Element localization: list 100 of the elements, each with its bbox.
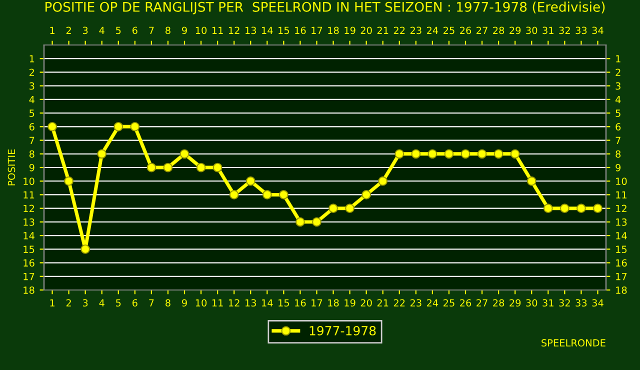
x-tick-label: 34 [592, 299, 604, 307]
y2-tick-label: 1 [616, 55, 620, 62]
x2-tick-label: 30 [526, 26, 538, 34]
x-tick-label: 7 [149, 299, 154, 306]
y-tick-label: 10 [24, 178, 34, 185]
y2-tick-label: 15 [616, 246, 627, 253]
x2-tick-label: 1 [50, 26, 54, 34]
x2-tick-label: 28 [493, 26, 504, 34]
point [196, 162, 206, 172]
y2-tick-label: 5 [616, 110, 620, 117]
point [312, 217, 322, 227]
y-tick-label: 8 [29, 150, 34, 158]
point [130, 122, 140, 132]
x-tick-label: 30 [526, 299, 538, 307]
y2-tick-label: 7 [616, 136, 620, 144]
x2-tick-label: 29 [510, 26, 521, 34]
point [477, 149, 487, 159]
x-axis-title: SPEELRONDE [542, 339, 606, 347]
x2-tick-label: 32 [559, 26, 570, 34]
x2-tick-label: 6 [132, 26, 138, 34]
x2-tick-label: 21 [377, 26, 388, 34]
y2-tick-label: 4 [616, 96, 621, 104]
y-tick-label: 14 [24, 232, 34, 240]
x2-tick-label: 14 [262, 26, 273, 34]
x-tick-label: 17 [312, 299, 322, 306]
x2-tick-label: 12 [228, 26, 240, 34]
y-tick-label: 7 [30, 136, 34, 144]
y2-tick-label: 12 [616, 204, 626, 212]
x-tick-label: 1 [50, 299, 54, 306]
x-tick-label: 24 [426, 299, 438, 306]
y-tick-label: 5 [30, 110, 34, 117]
x-tick-label: 13 [246, 299, 256, 307]
y-tick-label: 4 [29, 96, 34, 104]
point [262, 190, 272, 200]
point [560, 204, 570, 214]
point [345, 204, 354, 214]
x-tick-label: 14 [262, 299, 273, 306]
x-tick-label: 15 [278, 299, 290, 307]
y2-tick-label: 3 [616, 82, 620, 90]
x-tick-label: 16 [295, 299, 306, 307]
legend-label: 1977-1978 [310, 326, 376, 336]
point [328, 204, 338, 214]
point [64, 176, 74, 186]
x2-tick-label: 25 [443, 26, 454, 34]
point [510, 149, 520, 159]
x2-tick-label: 7 [149, 26, 154, 34]
y2-tick-label: 18 [616, 286, 627, 294]
x2-tick-label: 18 [328, 26, 339, 34]
x-tick-label: 20 [360, 299, 372, 307]
x-tick-label: 33 [576, 299, 587, 307]
y-tick-label: 16 [24, 259, 34, 267]
x2-tick-label: 3 [82, 26, 88, 34]
point [428, 149, 438, 159]
y-tick-label: 2 [30, 68, 34, 76]
x2-tick-label: 13 [246, 26, 256, 34]
x-tick-label: 6 [132, 299, 138, 307]
point [593, 204, 602, 214]
y2-tick-label: 14 [616, 232, 627, 240]
point [444, 149, 454, 159]
point [97, 149, 107, 159]
x-tick-label: 12 [228, 299, 240, 306]
y-tick-label: 18 [24, 286, 34, 294]
x2-tick-label: 31 [542, 26, 554, 34]
x2-tick-label: 17 [312, 26, 322, 34]
point [526, 176, 536, 186]
y2-tick-label: 9 [616, 164, 621, 172]
x2-tick-label: 2 [66, 26, 71, 34]
x-tick-label: 22 [394, 299, 405, 306]
y-tick-label: 11 [24, 191, 34, 198]
x2-tick-label: 10 [196, 26, 207, 34]
x2-tick-label: 24 [426, 26, 438, 34]
x-tick-label: 21 [377, 299, 388, 306]
point [411, 149, 421, 159]
x-tick-label: 32 [559, 299, 570, 307]
point [378, 176, 388, 186]
y-tick-label: 1 [30, 55, 34, 62]
x-tick-label: 25 [443, 299, 454, 307]
y-tick-label: 13 [24, 218, 34, 226]
x2-tick-label: 26 [460, 26, 472, 34]
point [80, 244, 90, 254]
point [494, 149, 504, 159]
x-tick-label: 3 [82, 299, 88, 307]
x2-tick-label: 16 [295, 26, 306, 34]
x-tick-label: 23 [410, 299, 422, 307]
point [146, 162, 156, 172]
point [180, 149, 190, 159]
y-tick-label: 17 [24, 272, 34, 280]
point [163, 162, 173, 172]
y-tick-label: 15 [24, 246, 34, 253]
x2-tick-label: 23 [410, 26, 422, 34]
y2-tick-label: 10 [616, 178, 627, 185]
point [278, 190, 288, 200]
point [114, 122, 124, 132]
x-tick-label: 26 [460, 299, 472, 307]
x2-tick-label: 9 [182, 26, 187, 34]
x-tick-label: 28 [493, 299, 504, 307]
y2-tick-label: 11 [616, 191, 626, 198]
point [246, 176, 256, 186]
x2-tick-label: 19 [344, 26, 356, 34]
x2-tick-label: 5 [116, 26, 121, 34]
